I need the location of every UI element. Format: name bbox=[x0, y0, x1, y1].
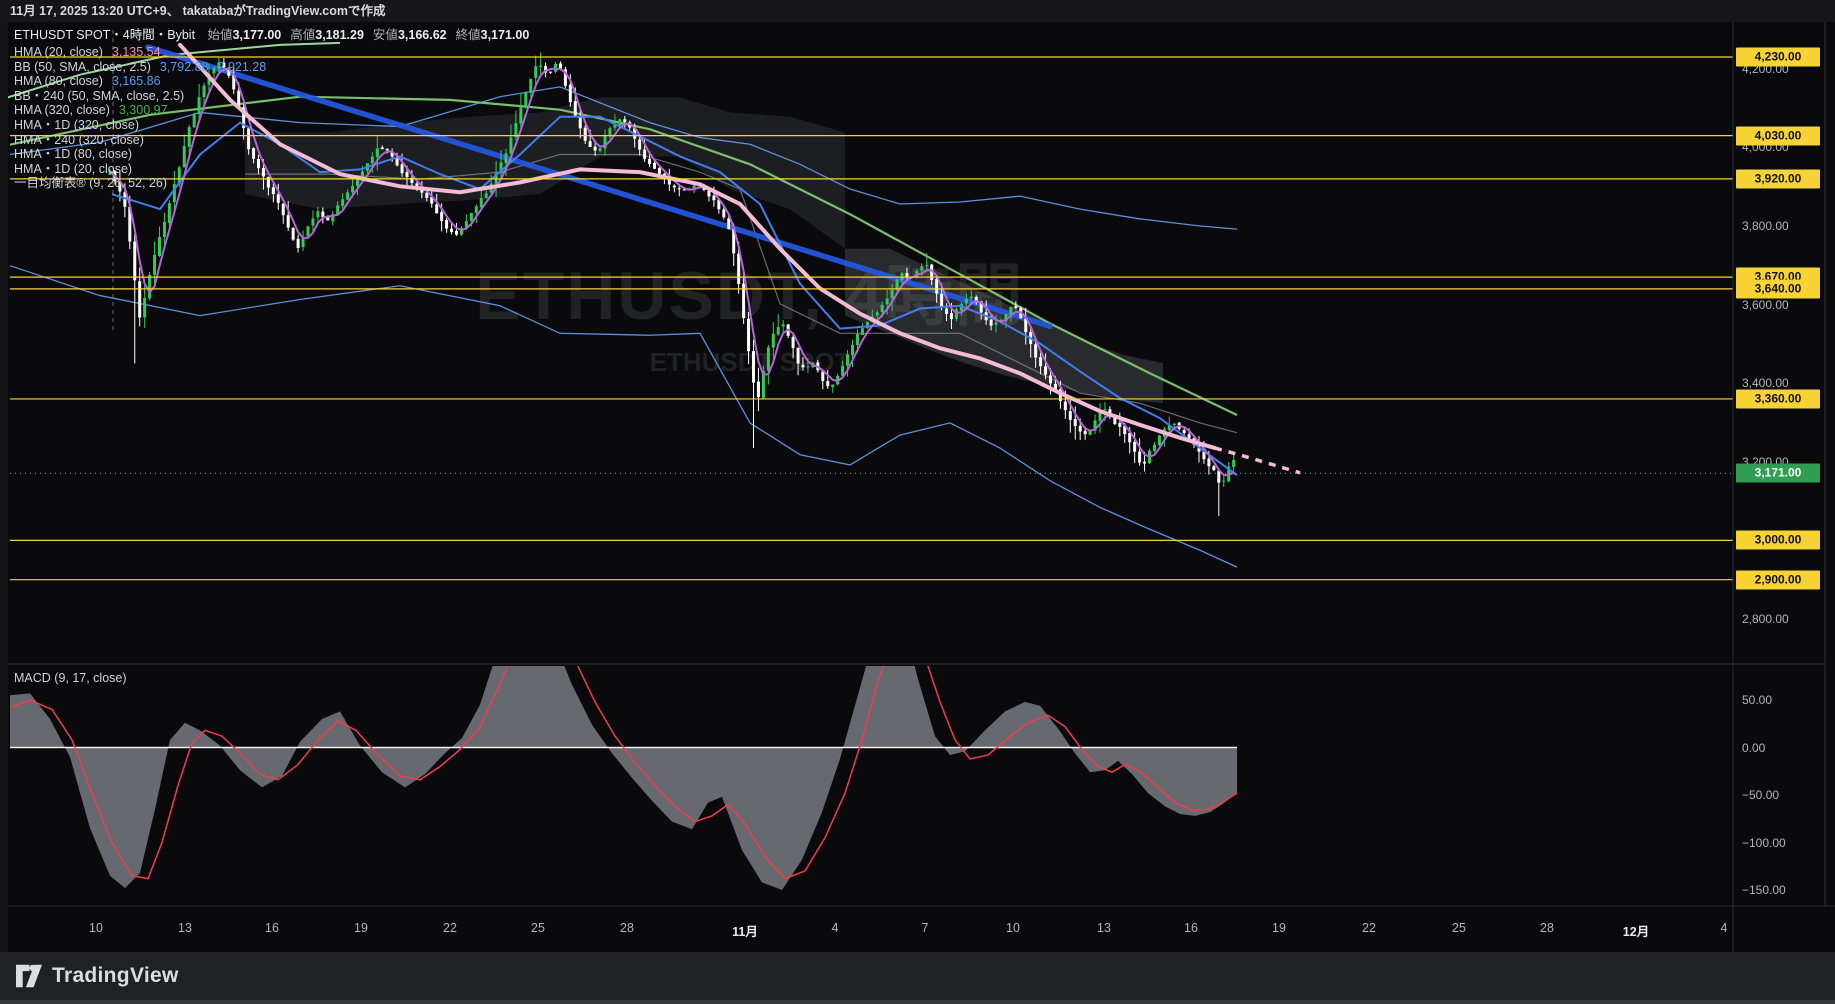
time-tick-label: 4 bbox=[1720, 921, 1728, 935]
macd-label[interactable]: MACD (9, 17, close) bbox=[14, 671, 127, 685]
last-price-label: 3,171.00 bbox=[1736, 463, 1820, 483]
macd-pane[interactable] bbox=[9, 594, 1238, 890]
ohlc-readout: 始値3,177.00 高値3,181.29 安値3,166.62 終値3,171.00 bbox=[199, 28, 530, 42]
time-tick-label: 19 bbox=[1272, 921, 1286, 935]
legend-item-value: 3,300.97 bbox=[118, 103, 168, 118]
ohlc-value: 3,166.62 bbox=[397, 28, 447, 42]
time-month-label: 11月 bbox=[732, 925, 758, 939]
legend-item-value: 3,165.86 bbox=[111, 74, 161, 89]
level-price-label[interactable]: 3,920.00 bbox=[1736, 169, 1820, 189]
time-tick-label: 13 bbox=[178, 921, 192, 935]
macd-tick-label: 0.00 bbox=[1742, 740, 1766, 755]
bb-lower-band bbox=[9, 265, 1238, 568]
price-tick-label: 3,400.00 bbox=[1742, 376, 1789, 391]
level-price-label[interactable]: 3,640.00 bbox=[1736, 279, 1820, 299]
legend-item[interactable]: HMA (80, close) 3,165.86 bbox=[14, 74, 529, 89]
legend-item-value: 3,135.54 bbox=[111, 45, 161, 59]
legend-item[interactable]: 一目均衡表® (9, 26, 52, 26) bbox=[14, 176, 529, 191]
tradingview-logo-icon[interactable] bbox=[16, 964, 42, 988]
legend-item[interactable]: HMA・1D (80, close) bbox=[14, 147, 529, 162]
time-tick-label: 19 bbox=[354, 921, 368, 935]
time-tick-label: 4 bbox=[831, 921, 839, 935]
left-toolbar-strip bbox=[0, 22, 8, 952]
legend-item[interactable]: HMA・1D (320, close) bbox=[14, 118, 529, 133]
time-tick-label: 25 bbox=[1452, 921, 1466, 935]
macd-tick-label: −50.00 bbox=[1742, 788, 1780, 802]
legend-item-label: BB (50, SMA, close, 2.5) bbox=[14, 59, 151, 74]
ohlc-value: 3,181.29 bbox=[315, 28, 364, 42]
ohlc-label: 安値 bbox=[372, 28, 398, 42]
time-tick-label: 16 bbox=[1184, 921, 1198, 935]
legend-item-label: HMA・240 (320, close) bbox=[14, 132, 144, 147]
legend-item-value: 2,921.28 bbox=[217, 59, 267, 74]
cloud-b-ichimoku bbox=[845, 248, 1163, 404]
ohlc-label: 高値 bbox=[290, 28, 316, 42]
macd-area bbox=[10, 666, 1237, 890]
legend-item-label: HMA・1D (20, close) bbox=[14, 161, 133, 176]
legend-item-value: 3,792.88 bbox=[159, 59, 209, 74]
legend-item[interactable]: BB・240 (50, SMA, close, 2.5) bbox=[14, 89, 529, 104]
hma320-line bbox=[9, 95, 1238, 417]
legend-item-label: BB・240 (50, SMA, close, 2.5) bbox=[14, 88, 185, 103]
macd-tick-label: −150.00 bbox=[1742, 883, 1786, 897]
level-price-label[interactable]: 3,000.00 bbox=[1736, 530, 1820, 550]
ohlc-label: 終値 bbox=[455, 28, 481, 42]
time-tick-label: 7 bbox=[921, 921, 929, 935]
trendline-drawing[interactable] bbox=[145, 44, 1053, 329]
macd-signal-line bbox=[9, 666, 1238, 880]
time-tick-label: 16 bbox=[265, 921, 279, 935]
ichimoku-baseline bbox=[245, 153, 1238, 434]
time-month-label: 12月 bbox=[1622, 925, 1650, 939]
legend-item[interactable]: BB (50, SMA, close, 2.5) 3,792.88 2,921.28 bbox=[14, 60, 529, 75]
time-tick-label: 10 bbox=[1006, 921, 1020, 935]
legend-item-label: HMA (320, close) bbox=[14, 103, 110, 118]
symbol-title[interactable]: ETHUSDT SPOT・4時間・Bybit bbox=[14, 28, 196, 42]
indicator-legend: HMA (20, close) 3,135.54 BB (50, SMA, clos… bbox=[14, 45, 529, 191]
level-price-label[interactable]: 4,230.00 bbox=[1736, 47, 1820, 67]
level-price-label[interactable]: 4,030.00 bbox=[1736, 126, 1820, 146]
ohlc-value: 3,171.00 bbox=[480, 28, 530, 42]
symbol-header[interactable]: ETHUSDT SPOT・4時間・Bybit 始値3,177.00 高値3,181… bbox=[14, 27, 529, 43]
macd-tick-label: 50.00 bbox=[1742, 693, 1773, 707]
time-tick-label: 22 bbox=[443, 921, 457, 935]
time-tick-label: 28 bbox=[620, 921, 634, 935]
time-tick-label: 13 bbox=[1097, 921, 1111, 935]
legend-item-label: 一目均衡表® (9, 26, 52, 26) bbox=[14, 176, 168, 191]
main-pane[interactable] bbox=[0, 30, 1733, 581]
time-tick-label: 10 bbox=[89, 921, 103, 935]
macd-tick-label: −100.00 bbox=[1742, 835, 1786, 850]
legend-item[interactable]: HMA (320, close) 3,300.97 bbox=[14, 103, 529, 118]
time-tick-label: 22 bbox=[1362, 921, 1376, 935]
creation-note-bar: 11月 17, 2025 13:20 UTC+9、 takatabaがTradi… bbox=[0, 0, 1835, 22]
legend-panel: ETHUSDT SPOT・4時間・Bybit 始値3,177.00 高値3,181… bbox=[14, 27, 529, 191]
bottom-edge-strip bbox=[0, 1000, 1835, 1004]
price-tick-label: 3,800.00 bbox=[1742, 219, 1789, 233]
price-tick-label: 3,600.00 bbox=[1742, 297, 1789, 312]
macd-legend[interactable]: MACD (9, 17, close) bbox=[14, 671, 127, 685]
price-tick-label: 2,800.00 bbox=[1742, 612, 1789, 626]
legend-item[interactable]: HMA・1D (20, close) bbox=[14, 162, 529, 177]
ohlc-value: 3,177.00 bbox=[232, 28, 282, 42]
legend-item-label: HMA (20, close) bbox=[14, 45, 103, 59]
level-price-label[interactable]: 3,360.00 bbox=[1736, 389, 1820, 409]
legend-item-label: HMA・1D (80, close) bbox=[14, 147, 133, 162]
brand-name[interactable]: TradingView bbox=[52, 964, 179, 987]
ohlc-label: 始値 bbox=[207, 28, 233, 42]
bb-upper-band bbox=[9, 86, 1238, 230]
level-price-label[interactable]: 2,900.00 bbox=[1736, 570, 1820, 590]
legend-item[interactable]: HMA (20, close) 3,135.54 bbox=[14, 45, 529, 60]
hma80-line bbox=[111, 115, 1238, 476]
hma-1d20-projection bbox=[1214, 446, 1301, 475]
footer-bar: TradingView bbox=[0, 952, 1835, 1000]
time-tick-label: 25 bbox=[531, 921, 545, 935]
legend-item[interactable]: HMA・240 (320, close) bbox=[14, 133, 529, 148]
time-tick-label: 28 bbox=[1540, 921, 1554, 935]
creation-note: 11月 17, 2025 13:20 UTC+9、 takatabaがTradi… bbox=[10, 4, 386, 18]
legend-item-label: HMA (80, close) bbox=[14, 74, 103, 89]
legend-item-label: HMA・1D (320, close) bbox=[14, 117, 140, 132]
